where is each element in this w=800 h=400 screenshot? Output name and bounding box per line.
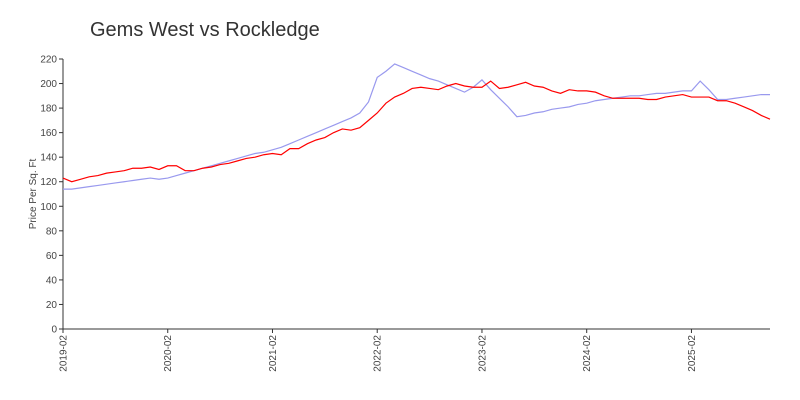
- y-tick-label: 80: [46, 226, 58, 237]
- x-tick-label: 2020-02: [163, 335, 174, 372]
- y-tick-label: 180: [40, 104, 57, 115]
- x-tick-label: 2024-02: [582, 335, 593, 372]
- series-line: [62, 80, 771, 183]
- y-tick-label: 200: [40, 79, 57, 90]
- y-tick-label: 100: [40, 202, 57, 213]
- y-axis-label: Price Per Sq. Ft: [28, 158, 39, 229]
- x-tick-label: 2019-02: [59, 335, 70, 372]
- chart-title: Gems West vs Rockledge: [90, 19, 320, 41]
- y-tick-label: 40: [46, 275, 58, 286]
- x-tick-label: 2025-02: [687, 335, 698, 372]
- x-tick-label: 2021-02: [268, 335, 279, 372]
- x-tick-label: 2022-02: [373, 335, 384, 372]
- series-line: [63, 63, 770, 190]
- y-tick-label: 220: [40, 55, 57, 66]
- y-tick-label: 160: [40, 128, 57, 139]
- y-tick-label: 140: [40, 153, 57, 164]
- y-tick-label: 60: [46, 251, 58, 262]
- x-tick-label: 2023-02: [477, 335, 488, 372]
- y-tick-label: 120: [40, 177, 57, 188]
- y-tick-label: 0: [51, 325, 57, 336]
- y-tick-label: 20: [46, 300, 58, 311]
